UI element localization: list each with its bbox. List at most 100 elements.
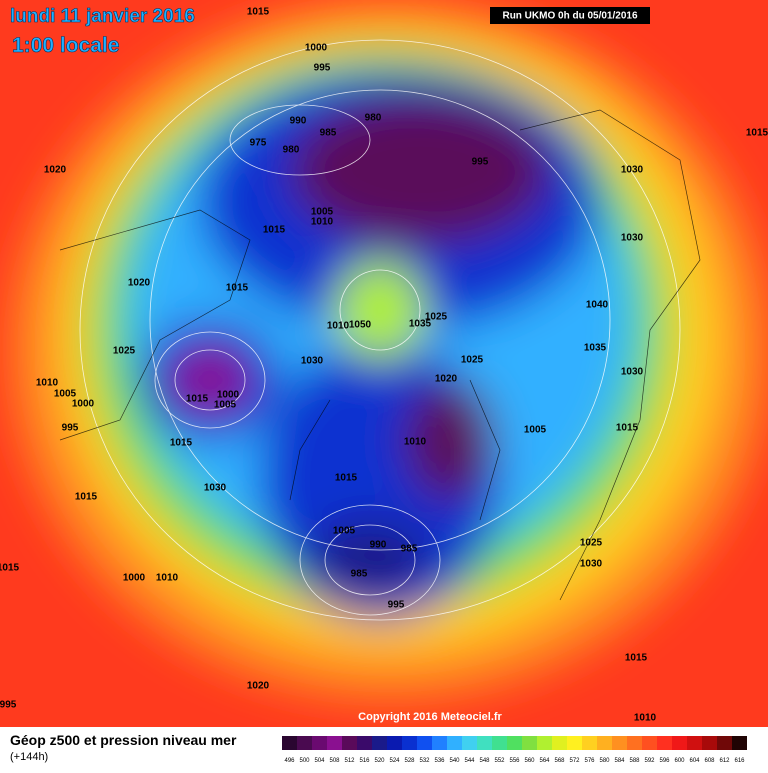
isobar-label: 1010 <box>404 437 427 448</box>
isobar-label: 1000 <box>305 43 328 54</box>
legend-label: 596 <box>659 758 670 764</box>
isobar-label: 1025 <box>580 538 603 549</box>
isobar-label: 1030 <box>301 356 324 367</box>
isobar-label: 1020 <box>128 278 151 289</box>
isobar-label: 1025 <box>461 355 484 366</box>
isobar-label: 1005 <box>524 425 547 436</box>
legend-swatch <box>732 736 747 750</box>
legend-swatch <box>687 736 702 750</box>
legend-swatch <box>657 736 672 750</box>
legend-label: 512 <box>344 758 355 764</box>
legend-label: 540 <box>449 758 460 764</box>
legend-swatch <box>312 736 327 750</box>
legend-swatch <box>492 736 507 750</box>
legend-swatch <box>717 736 732 750</box>
legend-swatch <box>372 736 387 750</box>
legend-swatch <box>537 736 552 750</box>
isobar-label: 975 <box>250 138 267 149</box>
isobar-label: 1010 <box>327 321 350 332</box>
isobar-label: 1030 <box>580 559 603 570</box>
legend-label: 560 <box>524 758 535 764</box>
legend-label: 532 <box>419 758 430 764</box>
legend-swatch <box>462 736 477 750</box>
legend-label: 576 <box>584 758 595 764</box>
legend-swatch <box>507 736 522 750</box>
legend-swatch <box>297 736 312 750</box>
legend-swatch <box>702 736 717 750</box>
legend-swatch <box>597 736 612 750</box>
isobar-label: 985 <box>401 544 418 555</box>
lead-time: (+144h) <box>10 751 48 763</box>
legend-swatch <box>642 736 657 750</box>
isobar-label: 1035 <box>584 343 607 354</box>
legend-swatch <box>447 736 462 750</box>
legend-label: 496 <box>284 758 295 764</box>
legend-label: 588 <box>629 758 640 764</box>
legend-label: 592 <box>644 758 655 764</box>
isobar-label: 985 <box>320 128 337 139</box>
isobar-label: 1025 <box>425 312 448 323</box>
run-box <box>490 7 650 24</box>
isobar-label: 995 <box>62 423 79 434</box>
isobar-label: 1030 <box>621 233 644 244</box>
title: lundi 11 janvier 2016 <box>10 6 195 27</box>
isobar-label: 995 <box>0 700 17 711</box>
isobar-label: 1000 <box>123 573 146 584</box>
isobar-label: 1015 <box>75 492 98 503</box>
legend-swatch <box>627 736 642 750</box>
legend-label: 600 <box>674 758 685 764</box>
isobar-label: 1030 <box>621 367 644 378</box>
legend-label: 528 <box>404 758 415 764</box>
legend-swatch <box>522 736 537 750</box>
copyright: Copyright 2016 Meteociel.fr <box>358 711 502 723</box>
isobar-label: 1015 <box>226 283 249 294</box>
legend-swatch <box>582 736 597 750</box>
isobar-label: 1035 <box>409 319 432 330</box>
isobar-label: 1015 <box>335 473 358 484</box>
isobar-label: 1015 <box>616 423 639 434</box>
run-info: Run UKMO 0h du 05/01/2016 <box>502 11 637 22</box>
legend-label: 504 <box>314 758 325 764</box>
legend-label: 564 <box>539 758 550 764</box>
legend-title: Géop z500 et pression niveau mer <box>10 732 237 748</box>
isobar-label: 1000 <box>217 390 240 401</box>
legend-label: 568 <box>554 758 565 764</box>
isobar-label: 995 <box>472 157 489 168</box>
isobar-label: 1020 <box>44 165 67 176</box>
isobar-label: 980 <box>365 113 382 124</box>
isobar-label: 1030 <box>204 483 227 494</box>
isobar-label: 1020 <box>435 374 458 385</box>
isobar-label: 1050 <box>349 320 372 331</box>
legend-label: 556 <box>509 758 520 764</box>
legend-swatch <box>387 736 402 750</box>
legend-label: 508 <box>329 758 340 764</box>
isobar-label: 1015 <box>247 7 270 18</box>
geopotential-field <box>0 0 768 727</box>
isobar-label: 1000 <box>72 399 95 410</box>
isobar-label: 1010 <box>36 378 59 389</box>
legend-label: 616 <box>734 758 745 764</box>
legend: 496 500 504 508 512 516 520 524 528 532 536 540 544 5… <box>282 736 747 764</box>
isobar-label: 995 <box>388 600 405 611</box>
legend-swatch <box>432 736 447 750</box>
legend-label: 548 <box>479 758 490 764</box>
isobar-label: 1040 <box>586 300 609 311</box>
legend-label: 500 <box>299 758 310 764</box>
isobar-label: 990 <box>290 116 307 127</box>
legend-label: 552 <box>494 758 505 764</box>
isobar-label: 1015 <box>625 653 648 664</box>
legend-swatch <box>342 736 357 750</box>
legend-label: 536 <box>434 758 445 764</box>
isobar-label: 990 <box>370 540 387 551</box>
legend-label: 544 <box>464 758 475 764</box>
isobar-label: 985 <box>351 569 368 580</box>
subtitle: 1:00 locale <box>12 34 119 57</box>
isobar-label: 995 <box>314 63 331 74</box>
isobar-label: 1030 <box>621 165 644 176</box>
isobar-label: 980 <box>283 145 300 156</box>
legend-label: 524 <box>389 758 400 764</box>
legend-label: 520 <box>374 758 385 764</box>
isobar-label: 1005 <box>311 207 334 218</box>
legend-swatch <box>417 736 432 750</box>
